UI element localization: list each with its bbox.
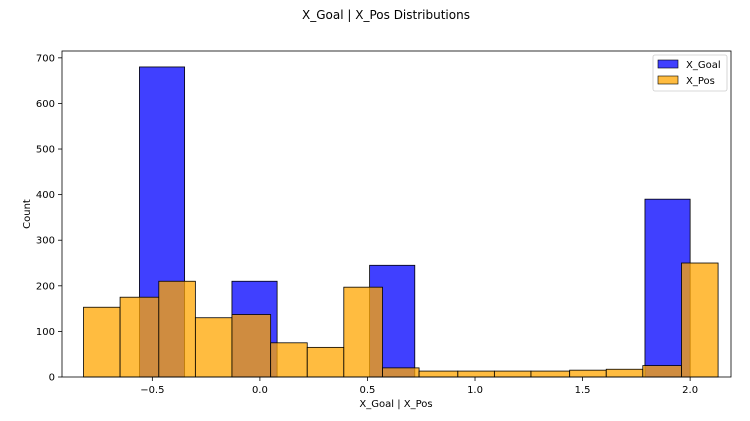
- bar-x-pos-9: [418, 370, 459, 378]
- x-tick-label: 1.0: [467, 385, 483, 396]
- x-tick-label: 0.0: [252, 385, 268, 396]
- y-tick-label: 700: [36, 53, 55, 64]
- bar-x-pos-15: [642, 365, 682, 378]
- bar-x-pos-0: [83, 306, 121, 378]
- x-tick-label: 1.5: [575, 385, 591, 396]
- bar-x-pos-2: [158, 280, 196, 378]
- y-tick-label: 500: [36, 145, 55, 156]
- y-tick-label: 0: [49, 373, 55, 384]
- bar-x-pos-8: [382, 367, 420, 378]
- x-axis-label: X_Goal | X_Pos: [359, 399, 432, 410]
- legend-swatch-x-goal: [657, 59, 679, 69]
- bar-x-pos-16: [681, 262, 719, 378]
- chart-title: X_Goal | X_Pos Distributions: [302, 8, 470, 22]
- bar-x-pos-11: [493, 370, 532, 378]
- bar-x-pos-3: [194, 317, 233, 378]
- y-tick-label: 400: [36, 190, 55, 201]
- y-axis: 0 100 200 300 400 500 600 700: [36, 53, 62, 384]
- y-axis-label: Count: [22, 199, 33, 229]
- legend-label-x-pos: X_Pos: [686, 76, 715, 87]
- bar-x-pos-7: [343, 286, 383, 378]
- bar-x-pos-13: [569, 369, 607, 378]
- bar-x-pos-5: [270, 342, 308, 378]
- bar-x-pos-14: [605, 368, 644, 378]
- series-x-pos-bars: [83, 262, 719, 378]
- bar-x-pos-12: [530, 370, 571, 378]
- x-tick-label: 0.5: [360, 385, 376, 396]
- y-tick-label: 600: [36, 99, 55, 110]
- y-tick-label: 200: [36, 281, 55, 292]
- x-axis: −0.5 0.0 0.5 1.0 1.5 2.0: [140, 377, 698, 396]
- plot-frame: [61, 50, 732, 378]
- legend: X_Goal X_Pos: [652, 54, 728, 92]
- legend-label-x-goal: X_Goal: [686, 60, 721, 71]
- bar-x-pos-6: [306, 346, 345, 378]
- plot-area: [61, 50, 732, 378]
- bar-x-pos-1: [119, 296, 160, 378]
- bar-x-pos-10: [457, 370, 495, 378]
- x-tick-label: −0.5: [140, 385, 164, 396]
- legend-swatch-x-pos: [657, 75, 679, 85]
- bar-x-pos-4: [231, 314, 272, 378]
- y-tick-label: 300: [36, 236, 55, 247]
- y-tick-label: 100: [36, 327, 55, 338]
- x-tick-label: 2.0: [682, 385, 698, 396]
